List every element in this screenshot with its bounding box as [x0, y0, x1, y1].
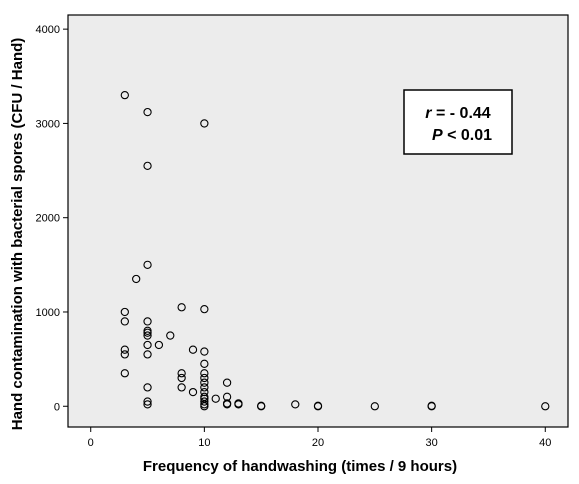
annotation-box	[403, 89, 513, 155]
data-point	[200, 378, 209, 387]
data-point	[120, 350, 129, 359]
data-point	[143, 317, 152, 326]
data-point	[222, 400, 232, 409]
data-point	[143, 397, 152, 406]
data-point	[370, 402, 379, 411]
data-point	[211, 394, 220, 403]
data-point	[143, 383, 152, 392]
y-tick-label: 1000	[36, 307, 60, 319]
r-value-text: r = - 0.44	[425, 105, 490, 122]
data-point	[200, 347, 209, 356]
data-point	[177, 383, 186, 392]
r-value: = - 0.44	[432, 105, 491, 122]
data-point	[120, 317, 129, 326]
data-point	[120, 307, 129, 317]
y-tick-label: 2000	[36, 213, 60, 225]
correlation-annotation: r = - 0.44 P < 0.01	[403, 89, 513, 155]
data-point	[154, 340, 164, 350]
x-tick-label: 10	[198, 437, 210, 449]
data-point	[188, 387, 198, 397]
data-point	[143, 260, 152, 269]
data-point	[120, 369, 129, 378]
data-point	[132, 274, 141, 284]
y-tick-label: 3000	[36, 118, 60, 130]
data-point	[541, 402, 550, 411]
x-axis-label: Frequency of handwashing (times / 9 hour…	[143, 458, 457, 475]
data-point	[200, 305, 209, 314]
data-point	[200, 369, 209, 378]
data-point	[200, 383, 209, 392]
data-point	[313, 401, 323, 410]
data-point	[291, 400, 300, 409]
data-point	[427, 401, 436, 410]
tick-marks	[63, 28, 546, 432]
plot-background	[68, 15, 568, 427]
data-point	[143, 107, 152, 117]
data-point	[188, 345, 198, 354]
data-point	[177, 303, 186, 312]
data-point	[177, 369, 186, 378]
plot-frame	[67, 14, 569, 428]
tick-labels: 0 10 20 30 40 0 1000 2000 3000 4000	[36, 24, 552, 449]
data-point	[143, 328, 152, 337]
data-point	[143, 350, 152, 359]
data-point	[143, 161, 152, 170]
data-point	[234, 400, 243, 409]
x-tick-label: 40	[539, 437, 551, 449]
data-point	[200, 119, 209, 128]
data-point	[143, 340, 152, 350]
p-value: < 0.01	[443, 127, 492, 144]
p-value-text: P < 0.01	[432, 127, 492, 144]
data-point	[257, 401, 266, 410]
data-point	[222, 378, 232, 387]
p-symbol: P	[432, 127, 443, 144]
data-points	[120, 90, 550, 411]
data-point	[166, 331, 175, 340]
data-point	[200, 373, 209, 383]
x-tick-label: 30	[426, 437, 438, 449]
data-point	[143, 400, 152, 409]
y-tick-label: 4000	[36, 24, 60, 36]
data-point	[200, 402, 209, 411]
data-point	[200, 397, 209, 406]
x-tick-label: 20	[312, 437, 324, 449]
data-point	[177, 373, 186, 383]
y-axis-label: Hand contamination with bacterial spores…	[9, 38, 26, 431]
data-point	[143, 331, 152, 340]
y-tick-label: 0	[54, 401, 60, 413]
r-symbol: r	[425, 105, 432, 122]
data-point	[120, 345, 129, 354]
x-tick-label: 0	[88, 437, 94, 449]
data-point	[200, 387, 209, 397]
data-point	[120, 90, 129, 100]
data-point	[200, 359, 209, 368]
